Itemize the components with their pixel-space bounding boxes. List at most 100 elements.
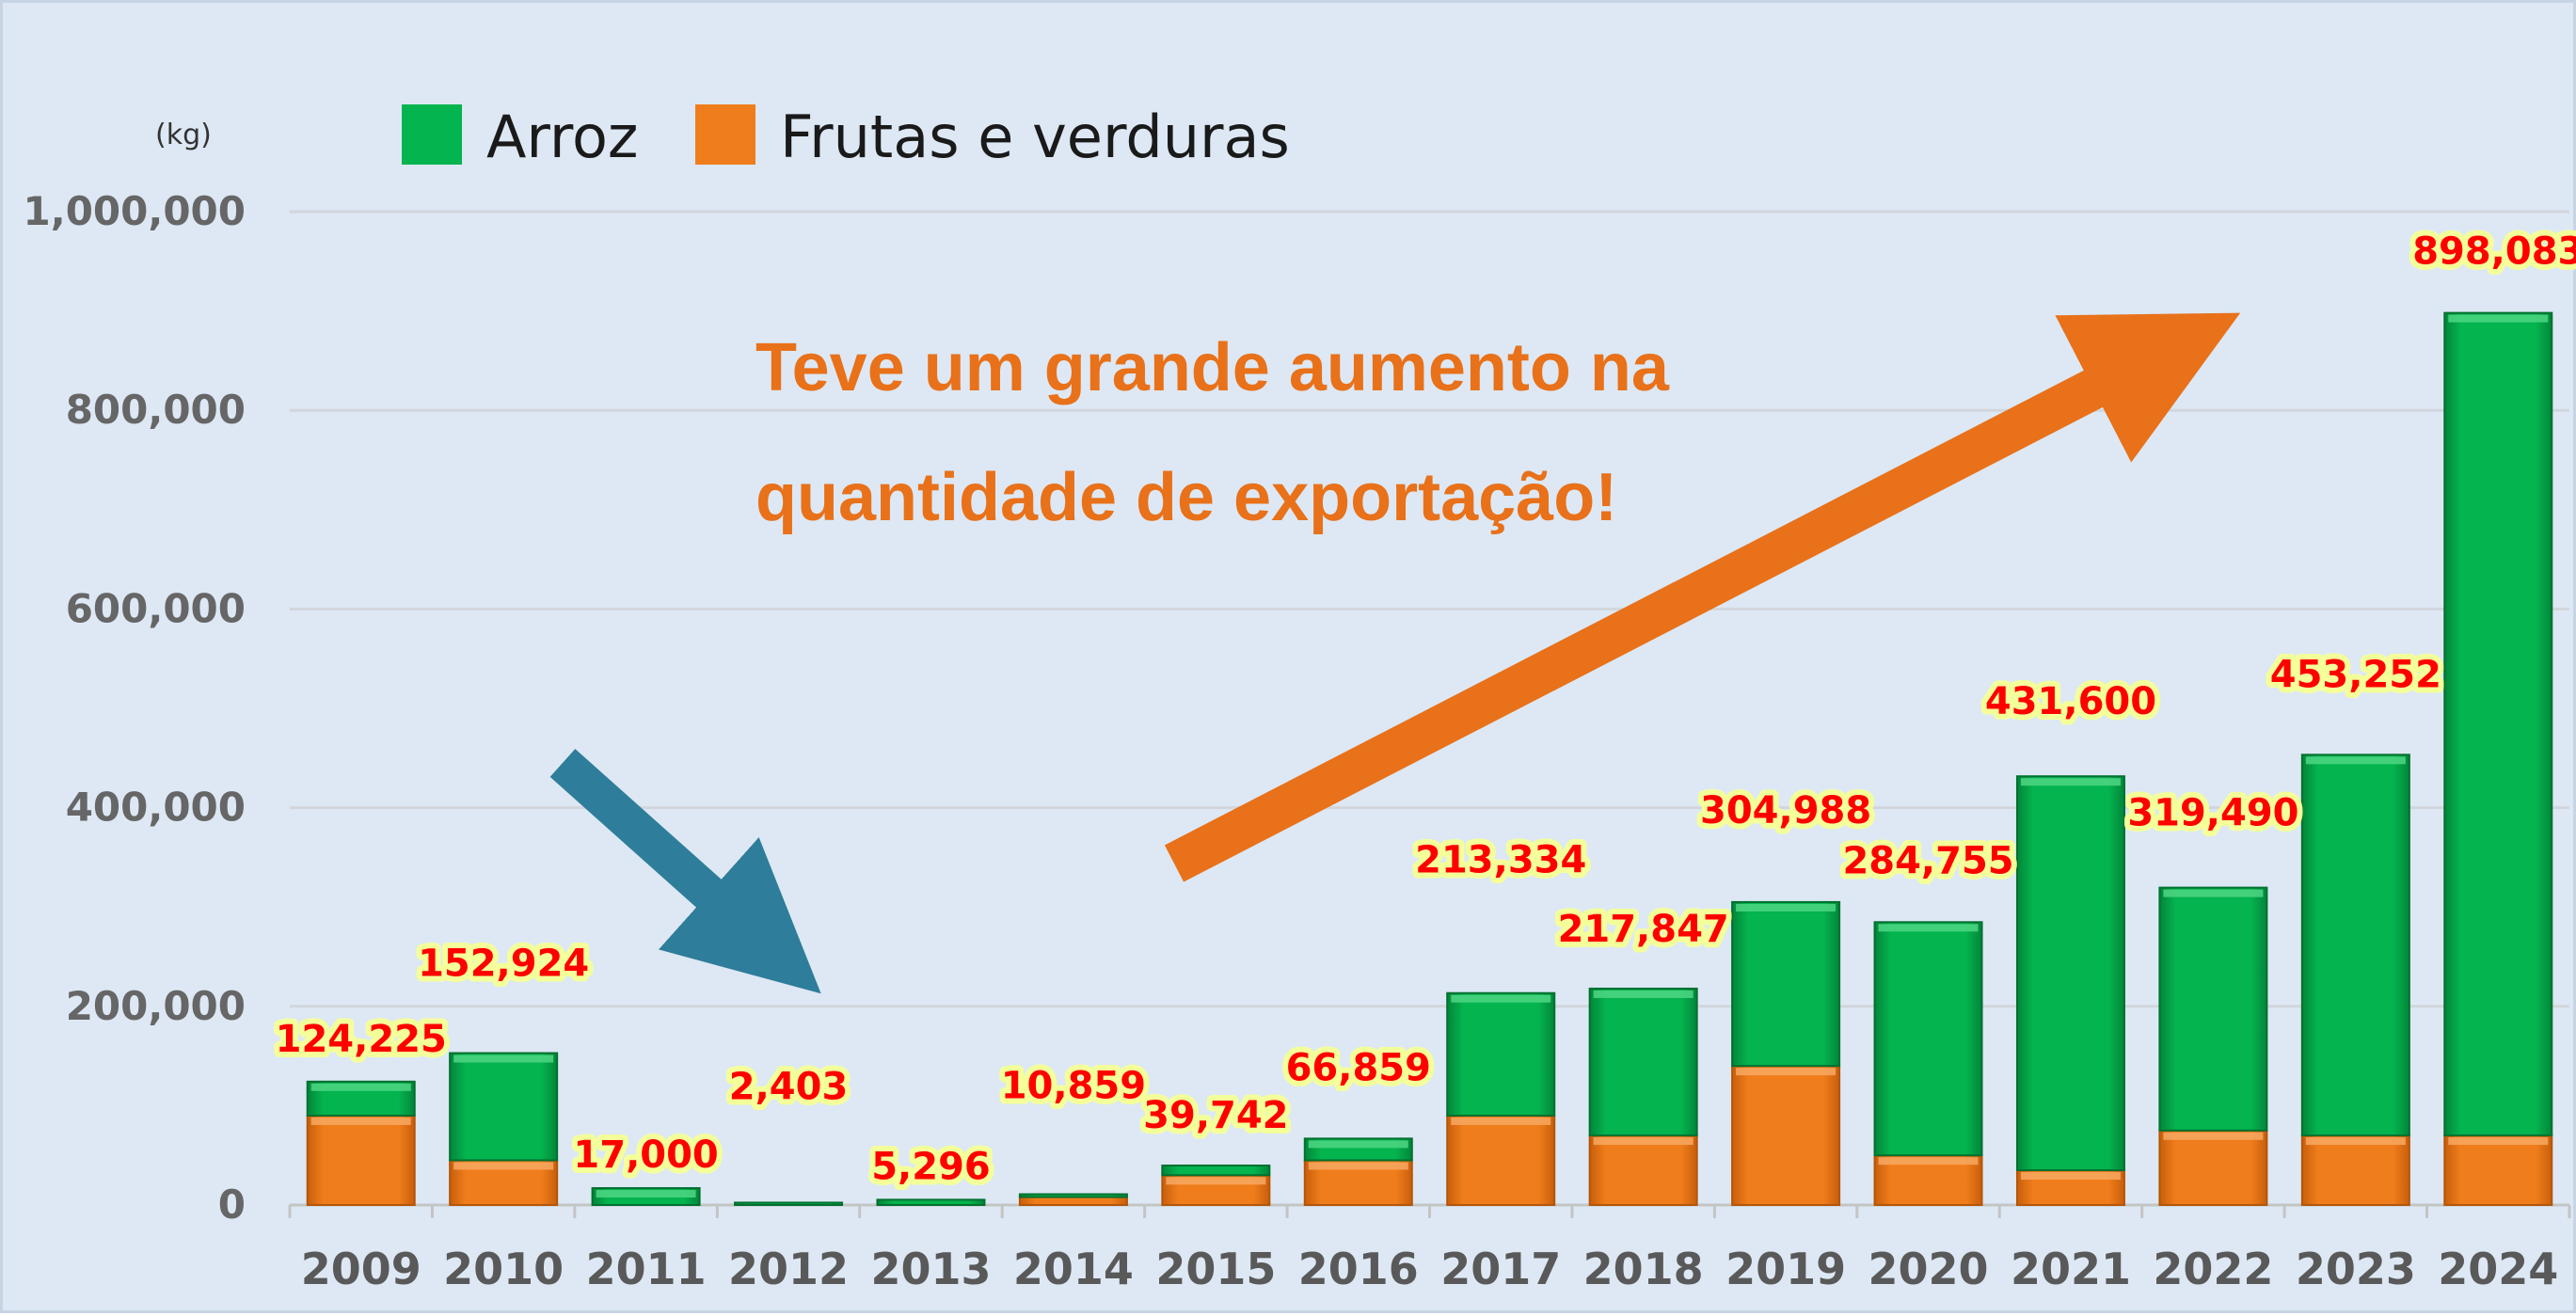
bar-highlight-frutas (1166, 1177, 1266, 1185)
bar-highlight-arroz (1308, 1140, 1408, 1149)
bar-segment-arroz (1446, 991, 1556, 1117)
bar-highlight-arroz (1878, 924, 1979, 932)
bar-highlight-arroz (310, 1083, 411, 1091)
legend-label-frutas: Frutas e verduras (780, 103, 1290, 171)
bar-highlight-frutas (1593, 1137, 1693, 1146)
bar-segment-arroz (1873, 921, 1983, 1157)
annotation-line-2: quantidade de exportação! (755, 460, 1617, 535)
y-tick-label: 0 (218, 1181, 246, 1228)
value-label: 17,000 (573, 1134, 718, 1177)
bar-highlight-frutas (453, 1162, 554, 1170)
value-label: 319,490 (2127, 792, 2298, 835)
value-labels: 124,225 152,924 17,000 2,403 5,29610,85939,7… (270, 225, 2576, 1195)
bar-segment-arroz (2443, 311, 2553, 1137)
bar-segment-frutas (1446, 1114, 1556, 1206)
bar-highlight-frutas (1451, 1117, 1551, 1125)
bar-segment-arroz (1161, 1165, 1271, 1177)
value-label: 213,334 (1415, 839, 1586, 882)
bar-segment-frutas (2158, 1129, 2268, 1207)
x-axis-ticks: 2009 2010 2011 2012 2013 2014 2015 2016 2017 2018… (301, 1244, 2559, 1294)
legend: Arroz Frutas e verduras (402, 103, 1290, 171)
value-label: 217,847 (1558, 908, 1729, 951)
bars (306, 311, 2553, 1207)
bar-segment-frutas (306, 1114, 416, 1206)
bar-highlight-frutas (1878, 1157, 1979, 1165)
x-tick-label: 2024 (2438, 1244, 2558, 1294)
x-tick-label: 2012 (728, 1244, 849, 1294)
bar-highlight-frutas (1308, 1162, 1408, 1170)
bar-segment-arroz (876, 1198, 986, 1207)
value-label: 5,296 (871, 1145, 991, 1188)
x-tick-label: 2017 (1440, 1244, 1561, 1294)
bar-segment-arroz (1731, 900, 1841, 1068)
x-tick-label: 2016 (1298, 1244, 1419, 1294)
value-label: 2,403 (729, 1065, 849, 1108)
value-label: 284,755 (1842, 839, 2013, 882)
y-axis-ticks: 0 200,000 400,000 600,000 800,000 1,000,000 (24, 188, 246, 1228)
bar-highlight-arroz (1593, 990, 1693, 998)
x-tick-label: 2020 (1868, 1244, 1989, 1294)
y-tick-label: 400,000 (66, 785, 246, 831)
bar-highlight-frutas (1736, 1068, 1837, 1076)
annotation-line-1: Teve um grande aumento na (755, 330, 1670, 405)
value-label: 431,600 (1985, 680, 2156, 723)
bar-segment-arroz (734, 1201, 844, 1206)
x-tick-label: 2018 (1583, 1244, 1704, 1294)
bar-segment-frutas (1018, 1196, 1128, 1207)
decline-arrow (549, 749, 821, 994)
bar-segment-arroz (2158, 886, 2268, 1132)
x-tick-label: 2021 (2011, 1244, 2131, 1294)
increase-arrow (1164, 312, 2241, 882)
bar-highlight-arroz (1451, 994, 1551, 1003)
y-tick-label: 600,000 (66, 585, 246, 631)
bar-highlight-frutas (310, 1117, 411, 1125)
bar-segment-arroz (2015, 775, 2125, 1172)
x-tick-label: 2023 (2296, 1244, 2416, 1294)
bar-segment-arroz (449, 1052, 559, 1162)
value-label: 10,859 (1001, 1065, 1146, 1108)
bar-highlight-arroz (453, 1054, 554, 1063)
bar-segment-arroz (1588, 987, 1698, 1137)
bar-highlight-frutas (2163, 1132, 2264, 1140)
value-label: 453,252 (2270, 653, 2441, 696)
value-label: 39,742 (1143, 1094, 1288, 1137)
value-label: 66,859 (1286, 1046, 1431, 1089)
x-tick-label: 2014 (1013, 1244, 1134, 1294)
bar-highlight-frutas (2020, 1172, 2121, 1181)
bar-highlight-arroz (596, 1190, 696, 1198)
value-label: 152,924 (418, 943, 589, 986)
y-tick-label: 1,000,000 (24, 188, 246, 234)
value-label: 304,988 (1700, 789, 1871, 832)
bar-highlight-arroz (2020, 778, 2121, 786)
bar-segment-frutas (1588, 1134, 1698, 1206)
bar-segment-frutas (2443, 1134, 2553, 1206)
bar-segment-arroz (1018, 1193, 1128, 1198)
y-tick-label: 800,000 (66, 387, 246, 433)
x-tick-label: 2022 (2153, 1244, 2273, 1294)
y-axis-unit: (kg) (155, 119, 212, 151)
x-tick-label: 2010 (443, 1244, 564, 1294)
value-label: 898,083 (2412, 230, 2576, 274)
bar-highlight-arroz (2163, 889, 2264, 897)
bar-segment-frutas (1731, 1065, 1841, 1207)
bar-segment-arroz (2300, 753, 2410, 1137)
bar-highlight-arroz (2448, 314, 2549, 323)
bar-segment-frutas (2300, 1134, 2410, 1206)
x-tick-label: 2019 (1725, 1244, 1846, 1294)
bar-highlight-arroz (1736, 903, 1837, 912)
value-label: 124,225 (276, 1018, 447, 1061)
x-tick-label: 2011 (586, 1244, 707, 1294)
bar-highlight-arroz (2305, 756, 2406, 765)
x-tick-label: 2015 (1155, 1244, 1276, 1294)
legend-swatch-frutas (695, 104, 755, 165)
y-tick-label: 200,000 (66, 983, 246, 1029)
legend-swatch-arroz (402, 104, 462, 165)
bar-highlight-frutas (2305, 1137, 2406, 1146)
grid-lines (288, 210, 2571, 1218)
legend-label-arroz: Arroz (486, 103, 638, 171)
chart-svg: 0 200,000 400,000 600,000 800,000 1,000,000 1… (24, 103, 2576, 1294)
x-tick-label: 2013 (870, 1244, 991, 1294)
x-tick-label: 2009 (301, 1244, 421, 1294)
bar-highlight-frutas (2448, 1137, 2549, 1146)
